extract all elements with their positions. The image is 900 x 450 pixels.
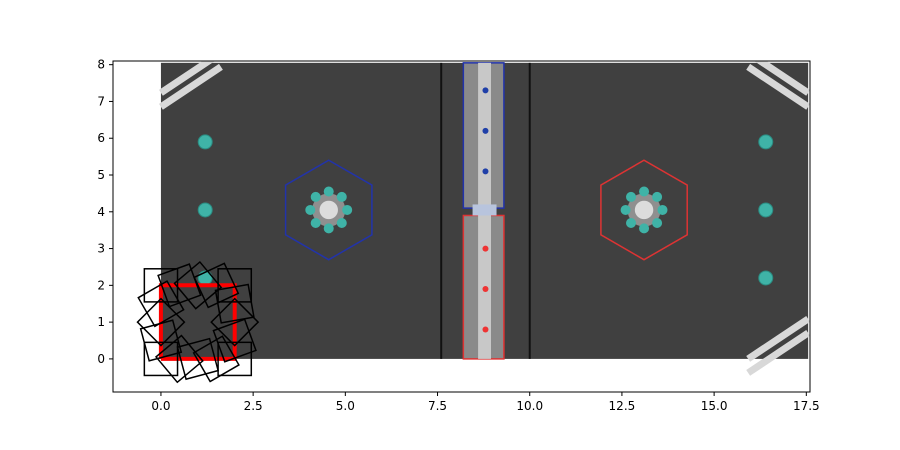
zone-marker-5 <box>482 326 489 333</box>
red-hub-cargo-1 <box>652 217 663 228</box>
x-tick-label-5: 12.5 <box>609 399 636 413</box>
corner-top-right <box>746 61 810 110</box>
y-tick-label-2: 2 <box>97 278 105 292</box>
blue-hub-cargo-1 <box>336 217 347 228</box>
corner-top-right-stripe-1 <box>746 63 810 110</box>
red-hub-cargo-2 <box>639 223 650 234</box>
y-tick-label-6: 6 <box>97 131 105 145</box>
blue-hub-cargo-4 <box>305 204 316 215</box>
ball-1 <box>197 202 213 218</box>
ball-3 <box>758 134 774 150</box>
y-tick-label-7: 7 <box>97 94 105 108</box>
robot-pose-14 <box>176 337 220 381</box>
robot-pose-0 <box>143 341 179 377</box>
blue-hub-cargo-7 <box>336 191 347 202</box>
center-bridge <box>472 204 497 216</box>
y-tick-label-5: 5 <box>97 168 105 182</box>
corner-bottom-right <box>746 315 810 376</box>
corner-top-left-stripe-1 <box>159 63 223 110</box>
y-tick-label-3: 3 <box>97 242 105 256</box>
zone-marker-3 <box>482 245 489 252</box>
red-hub-outline <box>600 159 688 261</box>
x-tick-label-0: 0.0 <box>151 399 170 413</box>
blue-hub-cargo-2 <box>323 223 334 234</box>
blue-hub-cargo-5 <box>310 191 321 202</box>
zone-marker-4 <box>482 286 489 293</box>
red-hub-cargo-7 <box>652 191 663 202</box>
x-tick-label-4: 10.0 <box>516 399 543 413</box>
robot-pose-12 <box>217 341 253 377</box>
zone-marker-2 <box>482 168 489 175</box>
robot-pose-13 <box>192 335 240 383</box>
robot-pose-4 <box>143 268 179 303</box>
red-hub-center <box>634 200 654 220</box>
corner-bottom-right-stripe-0 <box>746 315 810 362</box>
zone-marker-1 <box>482 127 489 134</box>
robot-pose-3 <box>137 280 185 328</box>
zone-marker-0 <box>482 87 489 94</box>
robot-poses <box>136 260 260 384</box>
robot-pose-6 <box>173 260 223 310</box>
red-hub <box>600 159 688 261</box>
red-hub-cargo-0 <box>657 204 668 215</box>
robot-pose-8 <box>217 268 253 303</box>
y-tick-label-0: 0 <box>97 352 105 366</box>
ball-4 <box>758 202 774 218</box>
red-hub-cargo-4 <box>620 204 631 215</box>
robot-pose-9 <box>214 283 255 324</box>
y-tick-label-1: 1 <box>97 315 105 329</box>
red-hub-cargo-3 <box>626 217 637 228</box>
x-tick-label-6: 15.0 <box>701 399 728 413</box>
corner-bottom-right-stripe-1 <box>746 329 810 376</box>
corner-top-right-stripe-0 <box>754 61 810 96</box>
x-tick-label-2: 5.0 <box>336 399 355 413</box>
robot-pose-7 <box>193 262 240 309</box>
y-tick-label-8: 8 <box>97 58 105 72</box>
plot-area <box>136 61 810 384</box>
blue-hub <box>284 159 373 261</box>
blue-hub-cargo-6 <box>323 186 334 197</box>
robot-pose-10 <box>210 297 260 347</box>
red-hub-cargo-6 <box>639 186 650 197</box>
x-tick-label-1: 2.5 <box>244 399 263 413</box>
corner-top-left <box>159 61 223 110</box>
ball-5 <box>758 270 774 286</box>
blue-hub-cargo-3 <box>310 217 321 228</box>
ball-0 <box>197 134 213 150</box>
x-tick-label-7: 17.5 <box>793 399 820 413</box>
robot-pose-2 <box>136 297 186 347</box>
blue-hub-cargo-0 <box>342 204 353 215</box>
y-tick-label-4: 4 <box>97 205 105 219</box>
x-tick-label-3: 7.5 <box>428 399 447 413</box>
red-hub-cargo-5 <box>626 191 637 202</box>
corner-top-left-stripe-0 <box>159 61 216 96</box>
blue-hub-outline <box>284 159 373 261</box>
robot-pose-11 <box>212 318 257 363</box>
robot-pose-15 <box>154 334 204 384</box>
blue-hub-center <box>319 200 338 220</box>
axes-frame <box>112 60 811 393</box>
